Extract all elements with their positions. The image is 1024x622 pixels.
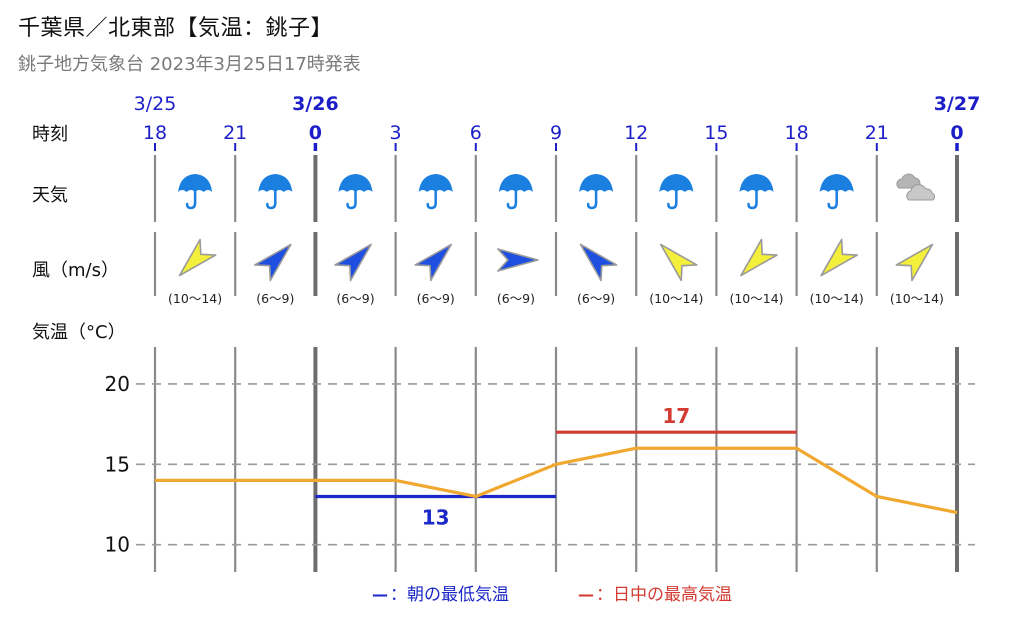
umbrella-icon: [498, 174, 533, 210]
wind-speed-label: (10〜14): [890, 291, 944, 306]
umbrella-icon: [819, 174, 854, 210]
wind-arrow-icon: [895, 243, 934, 282]
wind-speed-label: (10〜14): [168, 291, 222, 306]
umbrella-icon: [659, 174, 694, 210]
issue-info: 銚子地方気象台 2023年3月25日17時発表: [18, 54, 361, 75]
time-row-label: 時刻: [32, 124, 68, 145]
legend-max-label: ：日中の最高気温: [596, 585, 732, 605]
wind-speed-label: (6〜9): [577, 291, 615, 306]
page-title: 千葉県／北東部【気温：銚子】: [18, 16, 334, 41]
hour-label: 0: [309, 122, 322, 144]
weather-row-label: 天気: [32, 185, 68, 206]
hour-label: 21: [223, 122, 247, 144]
cloudy-icon: [896, 173, 936, 201]
temperature-row-label: 気温（°C）: [32, 322, 126, 343]
wind-speed-label: (10〜14): [649, 291, 703, 306]
wind-arrow-icon: [659, 243, 698, 282]
wind-speed-label: (6〜9): [417, 291, 455, 306]
wind-speed-label: (6〜9): [497, 291, 535, 306]
date-label: 3/26: [292, 93, 339, 115]
hour-label: 0: [950, 122, 963, 144]
wind-arrow-icon: [178, 238, 217, 277]
y-tick-label: 20: [105, 372, 130, 396]
wind-row-label: 風（m/s）: [32, 260, 119, 281]
hour-label: 18: [785, 122, 809, 144]
wind-arrow-icon: [579, 243, 618, 282]
date-label: 3/27: [934, 93, 981, 115]
umbrella-icon: [739, 174, 774, 210]
min-temp-label: 13: [422, 505, 450, 529]
hour-label: 18: [143, 122, 167, 144]
wind-arrow-icon: [820, 238, 859, 277]
wind-speed-label: (6〜9): [336, 291, 374, 306]
wind-speed-label: (10〜14): [729, 291, 783, 306]
legend-min-swatch: —: [372, 585, 388, 604]
date-label: 3/25: [134, 93, 177, 115]
hour-label: 9: [550, 122, 562, 144]
wind-arrow-icon: [740, 238, 778, 277]
umbrella-icon: [418, 174, 453, 210]
legend-min-label: ：朝の最低気温: [390, 585, 509, 605]
umbrella-icon: [579, 174, 614, 210]
umbrella-icon: [178, 174, 213, 210]
y-tick-label: 10: [105, 533, 130, 557]
max-temp-label: 17: [662, 404, 690, 428]
wind-arrow-icon: [334, 243, 372, 282]
umbrella-icon: [258, 174, 293, 210]
hour-label: 3: [390, 122, 402, 144]
hour-label: 12: [624, 122, 648, 144]
wind-arrow-icon: [414, 243, 453, 282]
umbrella-icon: [338, 174, 373, 210]
hour-label: 15: [704, 122, 728, 144]
hour-label: 6: [470, 122, 482, 144]
hour-label: 21: [865, 122, 889, 144]
legend-max-swatch: —: [578, 585, 594, 604]
y-tick-label: 15: [105, 452, 130, 476]
wind-arrow-icon: [497, 248, 539, 272]
wind-speed-label: (10〜14): [810, 291, 864, 306]
wind-arrow-icon: [253, 243, 292, 282]
wind-speed-label: (6〜9): [256, 291, 294, 306]
